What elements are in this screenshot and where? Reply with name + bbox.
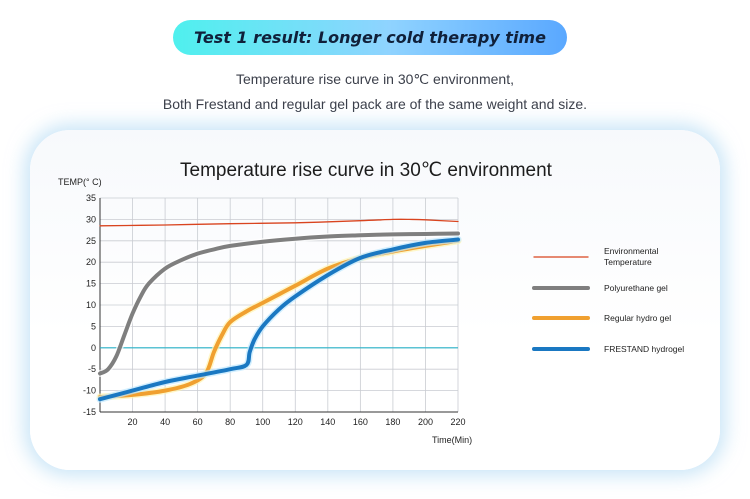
- x-tick-label: 180: [385, 417, 400, 427]
- legend-label-1: Polyurethane gel: [604, 283, 668, 293]
- x-tick-label: 100: [255, 417, 270, 427]
- legend-label-0: Environmental: [604, 246, 658, 256]
- series-line-2: [98, 238, 460, 399]
- y-tick-label: 20: [86, 257, 96, 267]
- legend-label-0: Temperature: [604, 257, 652, 267]
- y-tick-label: 35: [86, 193, 96, 203]
- legend-label-3: FRESTAND hydrogel: [604, 344, 684, 354]
- subtitle-line-1: Temperature rise curve in 30℃ environmen…: [236, 71, 514, 87]
- chart-title: Temperature rise curve in 30℃ environmen…: [180, 160, 553, 181]
- series-glow-2: [96, 237, 462, 401]
- y-tick-label: -10: [83, 386, 96, 396]
- series-line-3: [98, 237, 460, 402]
- subtitle-line-2: Both Frestand and regular gel pack are o…: [162, 96, 588, 112]
- y-tick-label: 15: [86, 279, 96, 289]
- x-tick-label: 160: [353, 417, 368, 427]
- x-tick-label: 140: [320, 417, 335, 427]
- y-axis-label: TEMP(° C): [58, 177, 102, 187]
- x-axis-label: Time(Min): [432, 435, 472, 445]
- y-tick-label: -5: [88, 364, 96, 374]
- x-tick-label: 80: [225, 417, 235, 427]
- y-tick-label: 0: [91, 343, 96, 353]
- y-tick-label: 10: [86, 300, 96, 310]
- series-line-0: [99, 218, 459, 227]
- series-line-1: [98, 231, 460, 376]
- x-tick-label: 120: [288, 417, 303, 427]
- series-glow-1: [96, 230, 462, 377]
- y-tick-label: 5: [91, 321, 96, 331]
- y-tick-label: 25: [86, 236, 96, 246]
- x-tick-label: 200: [418, 417, 433, 427]
- y-tick-label: 30: [86, 214, 96, 224]
- x-tick-label: 40: [160, 417, 170, 427]
- banner-title: Test 1 result: Longer cold therapy time: [194, 28, 546, 47]
- y-tick-label: -15: [83, 407, 96, 417]
- x-tick-label: 60: [193, 417, 203, 427]
- series-glow-3: [96, 236, 462, 403]
- title-banner: Test 1 result: Longer cold therapy time: [173, 20, 567, 55]
- legend-label-2: Regular hydro gel: [604, 313, 671, 323]
- x-tick-label: 20: [128, 417, 138, 427]
- x-tick-label: 220: [450, 417, 465, 427]
- chart-card: [30, 130, 720, 470]
